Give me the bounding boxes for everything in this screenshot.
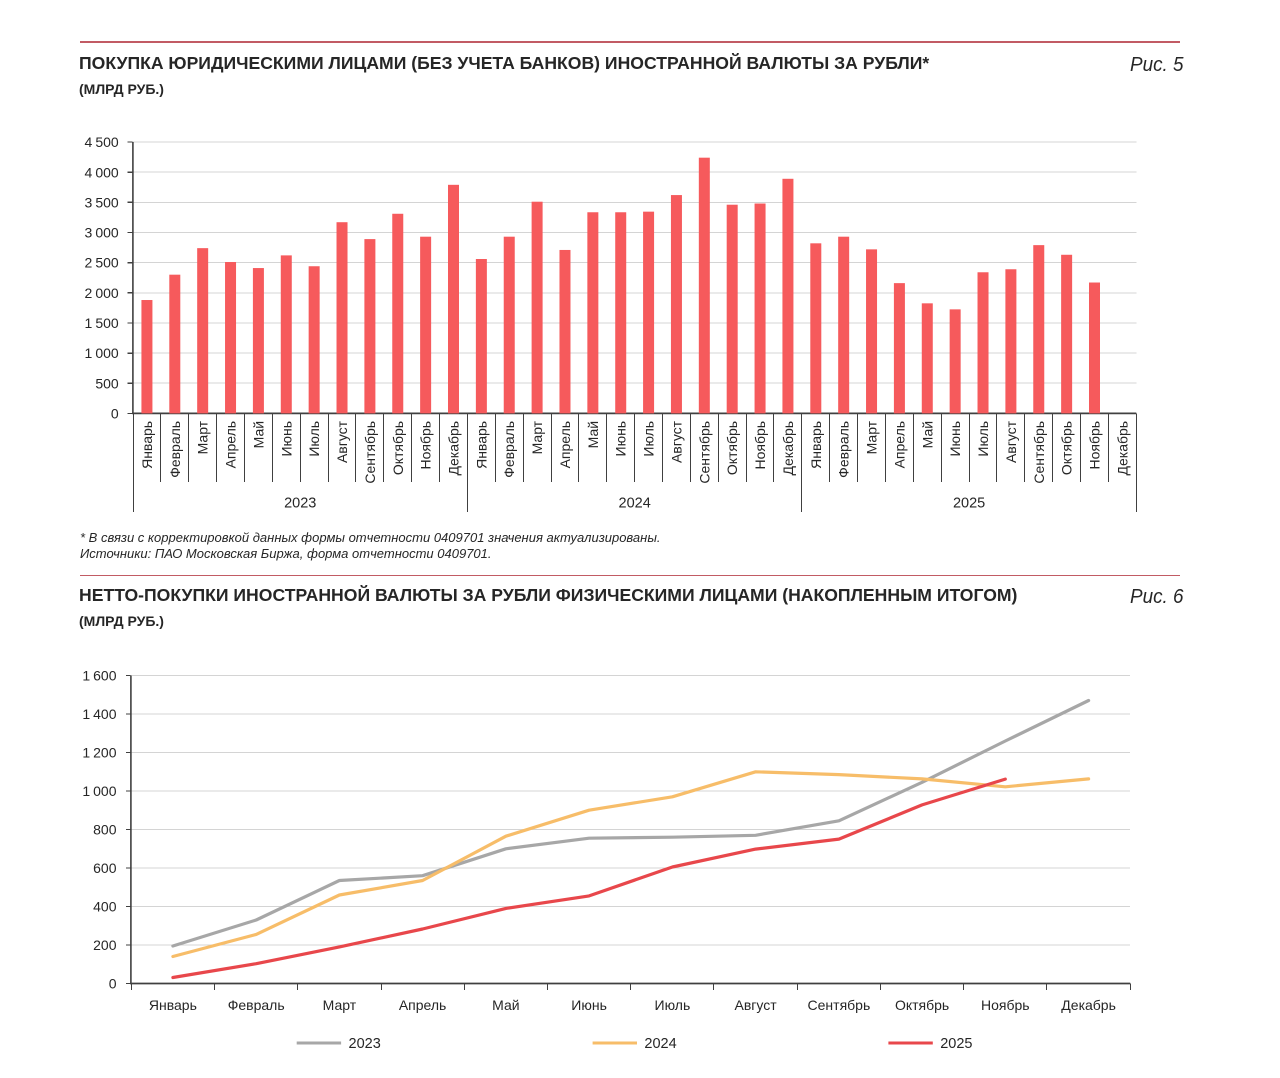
svg-text:Декабрь: Декабрь <box>780 421 796 476</box>
svg-text:Сентябрь: Сентябрь <box>696 421 712 484</box>
svg-text:0: 0 <box>111 406 119 422</box>
svg-text:Январь: Январь <box>149 997 197 1013</box>
svg-text:Июль: Июль <box>306 421 322 457</box>
svg-text:Апрель: Апрель <box>557 421 573 469</box>
svg-text:Декабрь: Декабрь <box>1114 421 1130 476</box>
svg-text:Ноябрь: Ноябрь <box>1087 421 1103 470</box>
svg-text:600: 600 <box>93 860 117 876</box>
svg-text:200: 200 <box>93 937 117 953</box>
svg-text:Июль: Июль <box>975 421 991 457</box>
svg-text:Ноябрь: Ноябрь <box>981 997 1030 1013</box>
svg-text:Июнь: Июнь <box>278 421 294 457</box>
svg-text:Декабрь: Декабрь <box>1061 997 1116 1013</box>
svg-text:Сентябрь: Сентябрь <box>808 997 871 1013</box>
svg-text:Июль: Июль <box>641 421 657 457</box>
svg-text:Апрель: Апрель <box>223 421 239 469</box>
svg-text:Ноябрь: Ноябрь <box>752 421 768 470</box>
svg-text:Декабрь: Декабрь <box>446 421 462 476</box>
svg-text:Август: Август <box>1003 420 1019 463</box>
svg-text:Июль: Июль <box>655 997 691 1013</box>
svg-text:0: 0 <box>109 976 117 992</box>
svg-text:800: 800 <box>93 822 117 838</box>
svg-text:Август: Август <box>668 420 684 463</box>
svg-text:2024: 2024 <box>644 1036 676 1052</box>
svg-text:Октябрь: Октябрь <box>1059 421 1075 475</box>
svg-text:Январь: Январь <box>473 421 489 469</box>
svg-text:400: 400 <box>93 899 117 915</box>
svg-text:2025: 2025 <box>940 1036 972 1052</box>
svg-text:2025: 2025 <box>953 496 985 512</box>
svg-text:500: 500 <box>95 375 119 391</box>
svg-text:Июнь: Июнь <box>571 997 607 1013</box>
svg-text:Июнь: Июнь <box>613 421 629 457</box>
svg-text:Май: Май <box>250 421 266 448</box>
svg-text:Май: Май <box>585 421 601 448</box>
svg-text:Апрель: Апрель <box>399 997 447 1013</box>
svg-text:Июнь: Июнь <box>947 421 963 457</box>
svg-text:Ноябрь: Ноябрь <box>418 421 434 470</box>
svg-text:Март: Март <box>529 420 545 454</box>
svg-text:Январь: Январь <box>139 421 155 469</box>
svg-text:2023: 2023 <box>284 496 316 512</box>
svg-text:Март: Март <box>195 420 211 454</box>
svg-text:Октябрь: Октябрь <box>724 421 740 475</box>
svg-text:Октябрь: Октябрь <box>895 997 949 1013</box>
svg-text:Август: Август <box>735 997 778 1013</box>
svg-text:2023: 2023 <box>349 1036 381 1052</box>
svg-text:Март: Март <box>323 997 357 1013</box>
svg-text:Октябрь: Октябрь <box>390 421 406 475</box>
svg-text:2024: 2024 <box>619 496 651 512</box>
svg-text:Май: Май <box>919 421 935 448</box>
svg-text:Апрель: Апрель <box>891 421 907 469</box>
svg-text:Февраль: Февраль <box>228 997 285 1013</box>
svg-text:Май: Май <box>492 997 519 1013</box>
svg-text:Февраль: Февраль <box>501 421 517 478</box>
svg-text:Сентябрь: Сентябрь <box>362 421 378 484</box>
svg-text:Февраль: Февраль <box>836 421 852 478</box>
svg-text:Февраль: Февраль <box>167 421 183 478</box>
svg-text:Январь: Январь <box>808 421 824 469</box>
svg-text:Август: Август <box>334 420 350 463</box>
svg-text:Март: Март <box>864 420 880 454</box>
svg-text:Сентябрь: Сентябрь <box>1031 421 1047 484</box>
